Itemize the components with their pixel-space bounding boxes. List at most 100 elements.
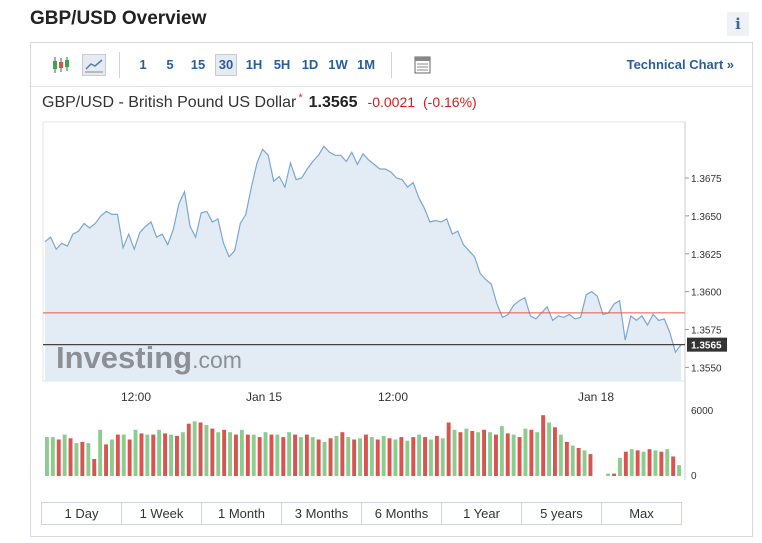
volume-bar [369,437,374,476]
volume-bar [192,421,197,477]
range-1-day[interactable]: 1 Day [42,503,122,524]
volume-bar [287,432,292,476]
timeframe-30[interactable]: 30 [215,54,237,76]
volume-bar [346,437,351,476]
volume-bar [358,438,362,476]
toolbar-divider [391,52,392,78]
volume-bar [239,429,244,476]
volume-bar [381,435,386,477]
price-change: -0.0021 [367,94,416,110]
timeframe-1m[interactable]: 1M [356,57,376,72]
volume-bar [653,450,658,476]
table-view-icon[interactable] [411,54,435,76]
pair-name[interactable]: GBP/USD - British Pound US Dollar [42,94,297,111]
volume-bar [582,450,587,476]
range-max[interactable]: Max [602,503,681,524]
volume-bar [127,439,132,476]
technical-chart-link[interactable]: Technical Chart » [626,57,734,72]
timeframe-5h[interactable]: 5H [273,57,291,72]
timeframe-1h[interactable]: 1H [245,57,263,72]
volume-bar [310,437,315,476]
volume-bar [511,434,516,476]
y-tick-label: 1.3625 [691,250,722,261]
range-1-year[interactable]: 1 Year [442,503,522,524]
volume-bar [364,434,368,476]
volume-bar [216,432,221,476]
volume-bar [163,433,167,476]
x-tick-label: 12:00 [378,390,408,404]
volume-bar [169,434,173,476]
investing-watermark: Investing.com [56,340,242,375]
chart-toolbar: 1 5 15 30 1H 5H 1D 1W 1M Technical Chart » [31,43,752,87]
volume-bar [482,429,486,476]
volume-bar [80,441,85,476]
volume-bar [399,437,404,476]
volume-bar [553,427,557,476]
volume-bar [145,434,150,476]
volume-bar [434,435,439,477]
watermark-main: Investing [56,340,192,375]
x-tick-label: Jan 18 [578,390,614,404]
range-3-months[interactable]: 3 Months [282,503,362,524]
volume-bar [334,435,339,477]
timeframe-1w[interactable]: 1W [328,57,348,72]
volume-bar [623,451,628,476]
quote-line: GBP/USD - British Pound US Dollar * 1.3565… [42,92,477,112]
chart-panel [30,42,753,537]
info-button[interactable]: i [727,12,749,36]
range-6-months[interactable]: 6 Months [362,503,442,524]
volume-bar [523,428,528,477]
timeframe-15[interactable]: 15 [190,57,206,72]
volume-bar [228,432,232,476]
volume-bar [564,441,569,476]
volume-bar [576,448,581,476]
volume-bar [245,434,250,476]
volume-bar [375,439,380,476]
x-tick-label: 12:00 [121,390,151,404]
volume-bar [186,423,191,476]
toolbar-divider [119,52,120,78]
range-5-years[interactable]: 5 years [522,503,602,524]
range-1-week[interactable]: 1 Week [122,503,202,524]
volume-bar [665,449,670,476]
volume-bar [115,434,120,476]
volume-bar [322,441,327,476]
y-tick-label: 1.3675 [691,174,722,185]
volume-bar [440,438,445,476]
volume-bar [210,428,215,477]
volume-bar [517,437,522,476]
volume-bar [299,437,303,476]
volume-bar [45,437,49,476]
volume-bar [304,434,309,476]
volume-bar [263,432,268,476]
volume-bar [558,434,563,476]
volume-bar [222,429,227,476]
area-chart-icon[interactable] [82,54,106,76]
volume-bar [251,434,256,476]
volume-bar [157,429,162,476]
timeframe-1[interactable]: 1 [139,57,147,72]
volume-bar [606,473,611,476]
y-tick-label: 1.3650 [691,212,722,223]
volume-bar [121,434,126,476]
candlestick-icon[interactable] [49,54,73,76]
volume-bar [198,422,203,476]
volume-bar [393,439,398,476]
price-line [44,145,682,354]
volume-bar [635,450,640,476]
volume-bar [529,429,534,476]
volume-bar [316,439,321,476]
volume-bar [417,434,422,476]
volume-bar [139,433,144,476]
range-1-month[interactable]: 1 Month [202,503,282,524]
volume-axis-label: 6000 [691,406,714,417]
timeframe-1d[interactable]: 1D [301,57,319,72]
volume-bar [234,434,238,476]
y-tick-label: 1.3550 [691,363,722,374]
timeframe-5[interactable]: 5 [166,57,174,72]
range-selector: 1 Day 1 Week 1 Month 3 Months 6 Months 1 Year… [41,502,682,525]
watermark-suffix: .com [192,347,242,373]
volume-bar [588,454,593,476]
price-change-percent: (-0.16%) [423,94,477,110]
volume-bar [505,433,510,476]
